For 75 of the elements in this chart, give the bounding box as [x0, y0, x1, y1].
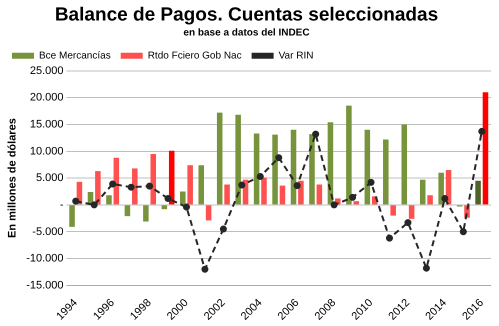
- point: [90, 201, 98, 208]
- bar: [216, 112, 222, 204]
- bar: [328, 122, 334, 204]
- bar: [187, 165, 193, 204]
- point: [478, 128, 486, 135]
- point: [349, 194, 356, 201]
- bar: [354, 201, 360, 204]
- bar: [272, 134, 278, 204]
- bar: [261, 178, 267, 204]
- point: [404, 219, 412, 226]
- bar: [390, 205, 396, 216]
- bar: [150, 154, 156, 204]
- point: [386, 234, 393, 242]
- bar: [180, 191, 186, 204]
- y-tick-label: -5.000: [32, 226, 64, 238]
- point: [312, 130, 320, 138]
- y-tick-label: 10.000: [30, 145, 64, 158]
- bar: [198, 165, 204, 204]
- bar: [132, 168, 138, 204]
- chart-subtitle: en base a datos del INDEC: [183, 28, 310, 39]
- point: [182, 204, 190, 211]
- point: [146, 182, 154, 190]
- bar: [408, 205, 414, 219]
- point: [460, 228, 467, 236]
- y-tick-label: 20.000: [30, 92, 64, 104]
- y-tick-label: -: [60, 198, 64, 211]
- bar: [106, 195, 112, 204]
- point: [275, 154, 282, 162]
- bar: [438, 172, 444, 204]
- point: [128, 184, 135, 191]
- point: [201, 266, 208, 273]
- point: [330, 201, 338, 208]
- point: [441, 194, 448, 202]
- point: [238, 182, 246, 189]
- bar: [69, 205, 75, 227]
- y-tick-label: 5.000: [36, 172, 64, 184]
- bar: [309, 134, 315, 204]
- y-tick-label: 15.000: [30, 118, 64, 130]
- bar: [224, 184, 230, 204]
- point: [72, 198, 80, 205]
- legend-label: Var RIN: [278, 50, 314, 62]
- y-axis-title: En millones de dólares: [6, 118, 19, 238]
- legend-label: Rtdo Fciero Gob Nac: [148, 50, 242, 62]
- bar: [401, 124, 408, 204]
- bar: [280, 186, 286, 204]
- bar: [206, 205, 212, 220]
- bar: [383, 139, 389, 204]
- bar: [427, 195, 433, 204]
- y-tick-label: -15.000: [26, 279, 64, 292]
- bar: [316, 184, 322, 204]
- bar: [482, 92, 488, 204]
- point: [422, 264, 430, 272]
- point: [109, 180, 116, 188]
- bar: [475, 180, 481, 204]
- bar: [235, 114, 241, 204]
- legend-label: Bce Mercancías: [39, 50, 111, 62]
- bar: [162, 205, 168, 210]
- bar: [114, 158, 120, 204]
- y-tick-label: 25.000: [30, 64, 64, 77]
- point: [368, 178, 375, 186]
- bar: [168, 150, 174, 204]
- chart-title: Balance de Pagos. Cuentas seleccionadas: [54, 4, 438, 26]
- bar: [254, 134, 260, 204]
- bar: [143, 205, 149, 222]
- bar: [95, 171, 101, 204]
- y-tick-label: -10.000: [26, 252, 64, 265]
- bar: [420, 180, 426, 204]
- bar: [364, 130, 370, 204]
- bar: [124, 205, 130, 216]
- point: [164, 194, 172, 202]
- point: [294, 182, 301, 190]
- bar: [290, 130, 296, 204]
- point: [220, 226, 227, 233]
- bar: [346, 106, 352, 204]
- point: [256, 172, 264, 180]
